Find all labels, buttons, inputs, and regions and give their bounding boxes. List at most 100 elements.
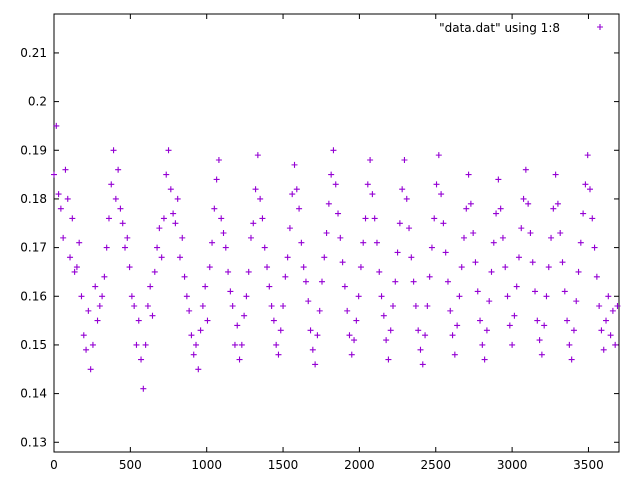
legend-marker-symbol (597, 24, 603, 30)
y-axis: 0.13 0.14 0.15 0.16 0.17 0.18 0.19 0.2 0.21 (20, 46, 619, 449)
data-point (286, 225, 293, 232)
data-point (403, 195, 410, 202)
data-point (80, 332, 87, 339)
data-point (357, 264, 364, 271)
data-point (144, 303, 151, 309)
data-point (380, 312, 387, 319)
data-point (243, 293, 250, 300)
data-point (424, 303, 431, 309)
data-point (481, 356, 488, 363)
data-point (470, 230, 477, 236)
data-point (504, 293, 511, 300)
data-point (586, 186, 593, 193)
data-point (534, 317, 541, 324)
data-point (568, 356, 575, 363)
data-point (76, 239, 83, 246)
data-point (266, 283, 273, 290)
data-point (589, 215, 596, 222)
data-point (433, 181, 440, 188)
data-point (179, 234, 186, 241)
data-point (138, 356, 145, 363)
data-point (135, 317, 142, 324)
data-point (186, 307, 193, 314)
data-point (486, 298, 493, 305)
data-point (383, 337, 390, 344)
data-point (323, 230, 330, 236)
data-point (85, 307, 92, 314)
data-point (99, 293, 106, 300)
data-point (513, 283, 520, 290)
x-tick-label: 500 (119, 458, 142, 472)
data-point (229, 303, 236, 309)
data-point (337, 234, 344, 241)
data-point (312, 361, 319, 368)
data-point (525, 200, 532, 207)
data-point (215, 157, 222, 163)
data-point (55, 191, 62, 198)
data-point (158, 254, 165, 261)
data-point (51, 171, 57, 178)
data-point (339, 259, 346, 266)
data-point (147, 283, 154, 290)
data-point (502, 264, 509, 271)
data-point (119, 220, 126, 227)
data-point (96, 303, 103, 309)
data-point (213, 176, 220, 183)
data-point (479, 341, 486, 348)
y-tick-label: 0.14 (20, 387, 47, 401)
data-point (87, 366, 94, 373)
y-tick-label: 0.15 (20, 338, 47, 352)
data-point (596, 303, 603, 309)
data-point (307, 327, 314, 334)
data-point (89, 341, 96, 348)
data-point (438, 191, 445, 198)
data-point (73, 264, 80, 271)
data-point (275, 351, 282, 358)
y-tick-label: 0.21 (20, 46, 47, 60)
data-point (584, 152, 591, 159)
data-point (561, 288, 568, 295)
data-point (241, 312, 248, 319)
data-point (378, 293, 385, 300)
data-point (264, 264, 271, 271)
y-tick-label: 0.17 (20, 241, 47, 255)
data-point (328, 171, 335, 178)
data-point (406, 225, 413, 232)
x-axis: 0 500 1000 1500 2000 2500 3000 3500 (50, 14, 604, 472)
x-tick-label: 2500 (420, 458, 451, 472)
data-point (209, 239, 216, 246)
data-point (92, 283, 99, 290)
data-point (353, 317, 360, 324)
data-point (156, 225, 163, 232)
data-point (259, 215, 266, 222)
data-point (465, 171, 472, 178)
data-point (509, 341, 516, 348)
data-point (415, 327, 422, 334)
data-point (543, 293, 550, 300)
data-point (600, 346, 607, 353)
data-point (188, 332, 195, 339)
data-point (495, 176, 502, 183)
data-point (422, 332, 429, 339)
data-point (316, 307, 323, 314)
data-point (373, 239, 380, 246)
data-point (289, 191, 296, 198)
data-point (550, 205, 557, 212)
data-point (238, 341, 245, 348)
y-tick-label: 0.2 (28, 95, 47, 109)
data-point (202, 283, 209, 290)
data-point (250, 220, 257, 227)
data-point (53, 122, 60, 129)
data-point (341, 283, 348, 290)
data-point (225, 268, 232, 275)
data-point (105, 215, 112, 222)
data-point (197, 327, 204, 334)
data-point (394, 249, 401, 256)
data-point (580, 210, 587, 217)
x-tick-label: 1000 (191, 458, 222, 472)
x-tick-label: 0 (50, 458, 58, 472)
data-point (128, 293, 135, 300)
data-point (83, 346, 90, 353)
y-tick-label: 0.13 (20, 435, 47, 449)
